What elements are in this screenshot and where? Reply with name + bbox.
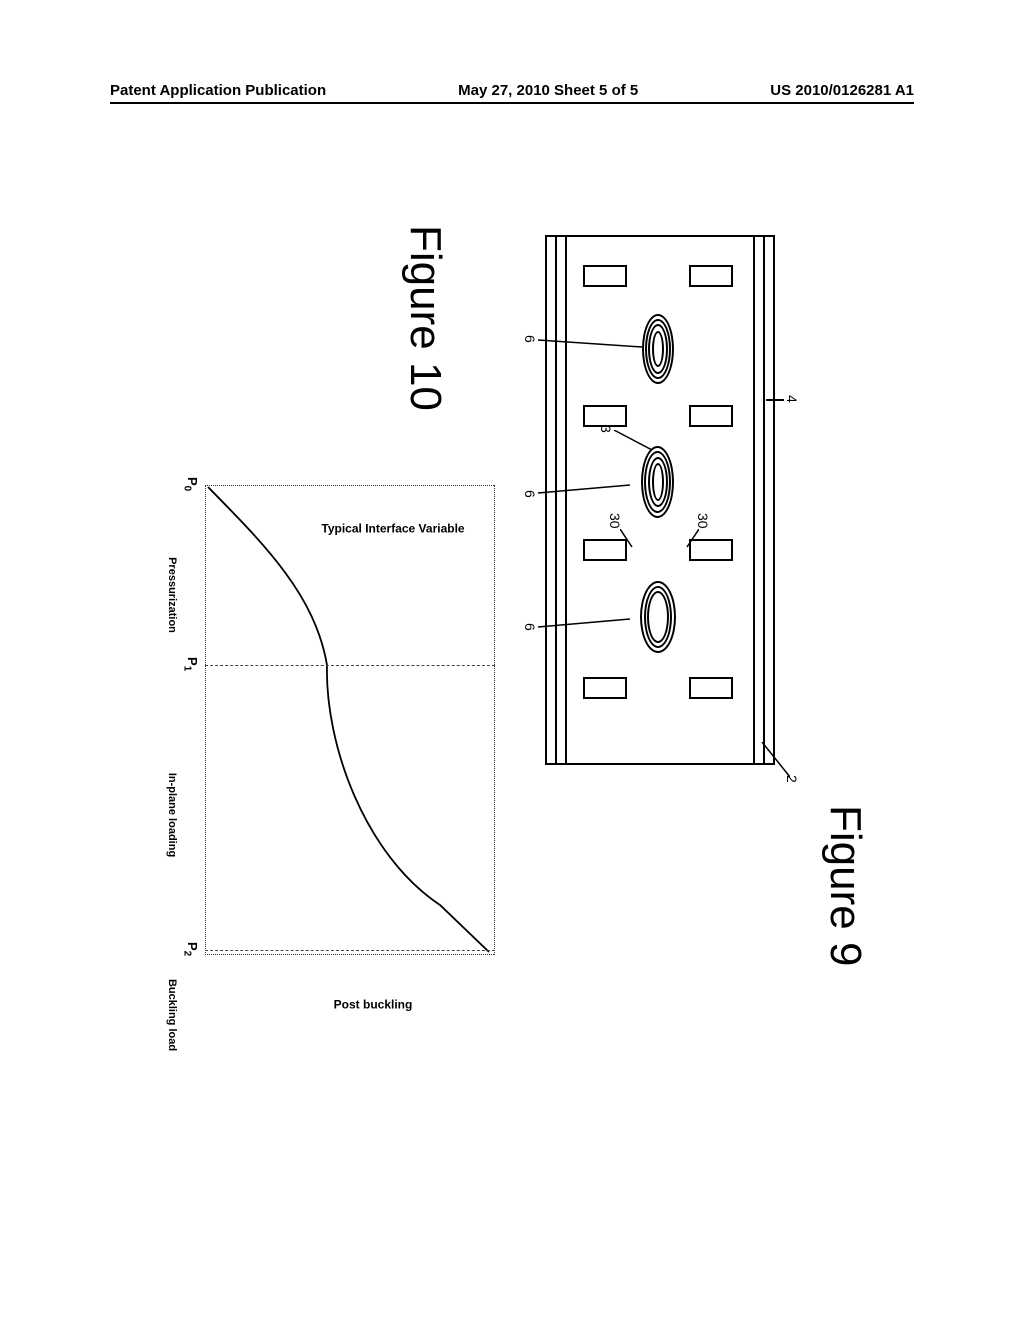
ref-label-30: 30 [607, 513, 623, 529]
panel-line [555, 237, 557, 763]
panel-ellipse-ring [647, 591, 669, 643]
lead-line [536, 335, 642, 355]
lead-line [536, 483, 630, 498]
lead-line [760, 742, 790, 782]
header-left: Patent Application Publication [110, 82, 326, 99]
figure-10-title: Figure 10 [400, 225, 450, 411]
panel-small-rect [583, 265, 627, 287]
chart-curve [205, 485, 495, 955]
x-tick-label: P0 [181, 477, 200, 491]
x-tick-label: P1 [181, 657, 200, 671]
post-buckling-label: Post buckling [334, 997, 413, 1011]
panel-line [565, 237, 567, 763]
ref-label-30: 30 [695, 513, 711, 529]
lead-line [612, 430, 652, 460]
figure-9-panel [545, 235, 775, 765]
panel-ellipse-ring [652, 463, 664, 501]
chart-dashed-line [205, 950, 495, 951]
phase-label: In-plane loading [166, 745, 178, 885]
header: Patent Application Publication May 27, 2… [110, 82, 914, 99]
panel-small-rect [689, 677, 733, 699]
panel-small-rect [689, 265, 733, 287]
ref-label-4: 4 [784, 395, 800, 403]
header-center: May 27, 2010 Sheet 5 of 5 [458, 82, 638, 99]
phase-label: Buckling load [166, 960, 178, 1070]
content-area: Figure 9 4 2 3 6 6 6 30 30 Figure 10 Typ… [160, 205, 880, 1025]
panel-line [753, 237, 755, 763]
panel-small-rect [583, 405, 627, 427]
panel-ellipse-ring [652, 331, 664, 367]
x-tick-label: P2 [181, 942, 200, 956]
phase-label: Pressurization [166, 535, 178, 655]
panel-line [763, 237, 765, 763]
panel-small-rect [583, 677, 627, 699]
chart-dashed-line [205, 665, 495, 666]
header-divider [110, 102, 914, 104]
rotated-page: Figure 9 4 2 3 6 6 6 30 30 Figure 10 Typ… [160, 205, 880, 1025]
header-right: US 2010/0126281 A1 [770, 82, 914, 99]
lead-line [536, 617, 630, 632]
lead-line [620, 529, 634, 549]
panel-small-rect [689, 405, 733, 427]
lead-line [685, 529, 699, 549]
lead-line [766, 399, 784, 401]
figure-9-title: Figure 9 [820, 805, 870, 966]
